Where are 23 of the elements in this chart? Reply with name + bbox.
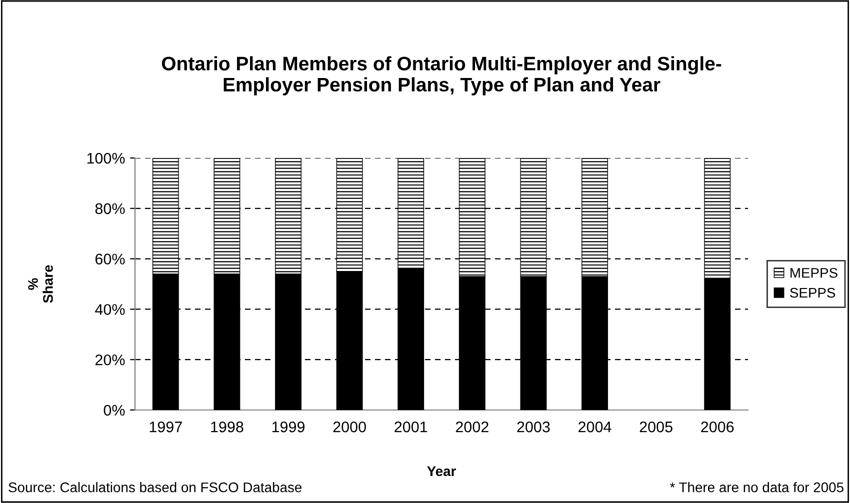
x-tick-label: 1997	[150, 422, 182, 432]
y-tick-label: 0%	[104, 404, 125, 416]
x-tick-label: 2000	[333, 422, 366, 432]
x-axis-title: Year	[427, 466, 456, 476]
y-tick-label: 80%	[95, 203, 125, 214]
chart-title: Ontario Plan Members of Ontario Multi-Employer and Single- Employer Pension Plans, Type of Plan and Year	[162, 56, 722, 96]
x-tick-label: 2005	[640, 422, 672, 432]
x-tick-label: 2001	[394, 422, 428, 432]
legend-label: SEPPS	[790, 288, 836, 298]
y-tick-label: 100%	[87, 152, 125, 164]
x-tick-label: 2003	[517, 422, 550, 432]
y-tick-label: 20%	[95, 354, 125, 366]
x-tick-label: 1999	[272, 422, 305, 432]
y-tick-label: 60%	[95, 254, 125, 264]
x-tick-label: 2006	[701, 422, 734, 432]
x-tick-label: 2002	[456, 422, 488, 432]
y-tick-label: 40%	[95, 304, 125, 315]
text: * There are no data for 2005	[670, 482, 844, 492]
source-note: Source: Calculations based on FSCO Database	[8, 482, 302, 492]
y-axis-title: % Share	[28, 265, 53, 303]
x-tick-label: 2004	[578, 422, 612, 432]
legend-label: MEPPS	[790, 268, 838, 278]
x-tick-label: 1998	[211, 422, 244, 432]
